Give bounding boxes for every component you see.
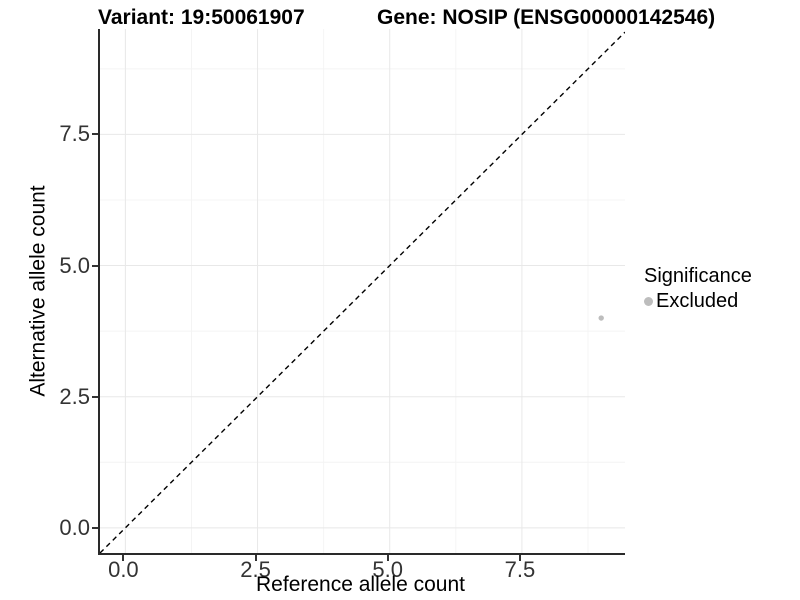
y-axis-title: Alternative allele count <box>27 185 51 397</box>
legend: Significance Excluded <box>644 263 800 313</box>
y-tick-mark <box>92 264 98 267</box>
legend-item-label: Excluded <box>656 290 739 312</box>
data-point <box>598 315 604 321</box>
plot-canvas <box>100 29 625 553</box>
y-tick-label: 5.0 <box>59 252 90 278</box>
plot-title-variant: Variant: 19:50061907 <box>98 6 305 29</box>
y-tick-label: 7.5 <box>59 121 90 147</box>
plot-title-gene: Gene: NOSIP (ENSG00000142546) <box>377 6 716 29</box>
x-axis-title: Reference allele count <box>256 573 465 596</box>
x-tick-label: 2.5 <box>240 557 271 582</box>
x-tick-label: 7.5 <box>504 557 536 582</box>
y-tick-mark <box>92 526 98 529</box>
y-axis-title-wrap: Alternative allele count <box>26 29 52 553</box>
x-tick-label: 0.0 <box>108 557 139 582</box>
y-tick-label: 2.5 <box>59 383 90 409</box>
x-tick-mark <box>254 555 257 561</box>
legend-title: Significance <box>644 265 752 287</box>
x-tick-mark <box>386 555 389 561</box>
x-tick-mark <box>122 555 125 561</box>
y-tick-mark <box>92 133 98 136</box>
plot-panel <box>98 29 625 555</box>
legend-item-excluded: Excluded <box>644 289 800 313</box>
y-tick-label: 0.0 <box>59 514 90 540</box>
x-tick-mark <box>518 555 521 561</box>
y-tick-mark <box>92 395 98 398</box>
identity-dashed-line <box>100 31 625 553</box>
circle-icon <box>644 296 653 306</box>
x-tick-label: 5.0 <box>372 557 404 582</box>
